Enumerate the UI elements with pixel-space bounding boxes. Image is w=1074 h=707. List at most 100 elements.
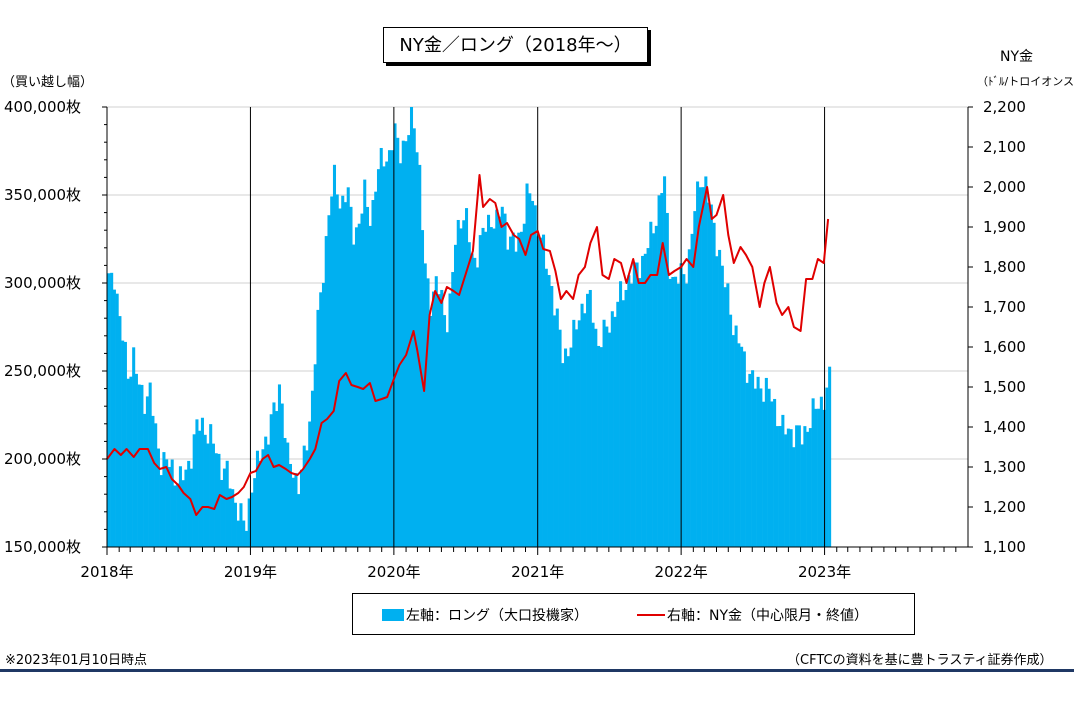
long-bar bbox=[390, 150, 394, 547]
long-bar bbox=[643, 253, 647, 547]
long-bar bbox=[264, 436, 268, 547]
long-bar bbox=[387, 150, 392, 548]
long-bar bbox=[646, 248, 650, 548]
long-bar bbox=[737, 343, 741, 547]
left-tick-label: 300,000枚 bbox=[4, 274, 81, 292]
long-bar bbox=[118, 316, 122, 547]
long-bar bbox=[236, 520, 240, 547]
gold-price-line bbox=[106, 174, 830, 516]
long-bar bbox=[247, 498, 251, 547]
long-bar bbox=[470, 253, 474, 547]
long-bar bbox=[255, 450, 259, 547]
long-bar bbox=[228, 488, 232, 547]
long-bar bbox=[597, 345, 601, 547]
long-bar bbox=[129, 376, 133, 547]
long-bar bbox=[767, 388, 771, 547]
long-bar bbox=[652, 233, 656, 547]
long-bar bbox=[140, 384, 144, 547]
long-bar bbox=[638, 278, 642, 547]
long-bar bbox=[203, 434, 207, 547]
long-bar bbox=[209, 424, 213, 547]
long-bar bbox=[726, 283, 730, 547]
long-bar bbox=[718, 249, 722, 548]
long-bar bbox=[195, 419, 199, 547]
legend-item-long: 左軸：ロング（大口投機家） bbox=[382, 605, 588, 625]
long-bar bbox=[192, 434, 196, 547]
long-bar bbox=[110, 272, 114, 547]
x-tick-label: 2020年 bbox=[367, 563, 420, 581]
right-tick-label: 1,600 bbox=[983, 338, 1026, 356]
long-bar bbox=[220, 479, 224, 547]
long-bar bbox=[132, 347, 136, 547]
long-bar bbox=[654, 225, 658, 548]
long-bar bbox=[420, 230, 425, 547]
long-bar bbox=[495, 209, 499, 547]
long-bar bbox=[143, 413, 147, 547]
source-note: （CFTCの資料を基に豊トラスティ証券作成） bbox=[787, 653, 1053, 668]
long-bar bbox=[423, 263, 427, 547]
left-tick-label: 400,000枚 bbox=[4, 98, 81, 116]
long-bar bbox=[506, 249, 510, 547]
left-axis-title: （買い越し幅） bbox=[2, 75, 94, 90]
long-bar bbox=[569, 347, 573, 547]
long-bar bbox=[379, 147, 383, 548]
long-bar bbox=[800, 444, 804, 547]
long-bar bbox=[627, 275, 631, 547]
right-tick-label: 1,800 bbox=[983, 258, 1026, 276]
long-bar bbox=[649, 221, 653, 547]
long-bar bbox=[338, 208, 342, 547]
footnote: ※2023年01月10日時点 bbox=[5, 653, 148, 668]
long-bar bbox=[613, 316, 617, 547]
long-bar bbox=[112, 289, 116, 547]
long-bar bbox=[690, 233, 694, 547]
long-bar bbox=[211, 443, 215, 547]
long-bar bbox=[599, 347, 603, 547]
long-bar bbox=[316, 309, 320, 547]
long-bar bbox=[396, 137, 400, 547]
long-bar bbox=[214, 453, 218, 547]
long-bar bbox=[577, 320, 581, 547]
long-bar bbox=[731, 335, 735, 547]
long-bar bbox=[605, 326, 609, 547]
long-bar bbox=[308, 421, 312, 547]
long-bar bbox=[167, 466, 171, 547]
long-bar bbox=[616, 301, 620, 547]
long-bar bbox=[674, 276, 678, 547]
long-bar bbox=[431, 291, 436, 547]
left-tick-label: 250,000枚 bbox=[4, 362, 81, 380]
long-bar bbox=[687, 249, 691, 548]
long-bar bbox=[319, 292, 323, 547]
long-bar bbox=[676, 283, 680, 547]
long-bar bbox=[514, 251, 518, 547]
chart-title: NY金／ロング（2018年～） bbox=[383, 27, 648, 63]
long-bar bbox=[773, 398, 777, 547]
long-bar bbox=[701, 187, 705, 547]
long-bar bbox=[509, 236, 513, 548]
x-tick-label: 2018年 bbox=[80, 563, 133, 581]
long-bar bbox=[310, 390, 314, 547]
long-bar bbox=[156, 448, 160, 547]
long-bar bbox=[803, 426, 807, 547]
legend-bar-swatch bbox=[382, 609, 404, 621]
long-bar bbox=[635, 262, 639, 547]
long-bar bbox=[709, 204, 713, 547]
long-bar bbox=[335, 194, 339, 547]
long-bar bbox=[602, 319, 606, 547]
long-bar bbox=[756, 376, 760, 547]
long-bar bbox=[407, 135, 411, 547]
bottom-rule bbox=[0, 669, 1074, 672]
long-bar bbox=[173, 485, 177, 547]
long-bar bbox=[621, 300, 625, 547]
long-bar bbox=[291, 477, 295, 547]
long-bar bbox=[244, 530, 248, 547]
x-tick-label: 2022年 bbox=[655, 563, 708, 581]
long-bar bbox=[165, 459, 169, 547]
long-bar bbox=[503, 213, 507, 547]
long-bar bbox=[418, 164, 422, 547]
long-bar bbox=[123, 341, 127, 547]
long-bar bbox=[528, 193, 532, 547]
long-bar bbox=[520, 231, 524, 548]
long-bar bbox=[723, 287, 727, 547]
legend-long-label: 左軸：ロング（大口投機家） bbox=[406, 608, 588, 624]
long-bar bbox=[522, 223, 526, 548]
